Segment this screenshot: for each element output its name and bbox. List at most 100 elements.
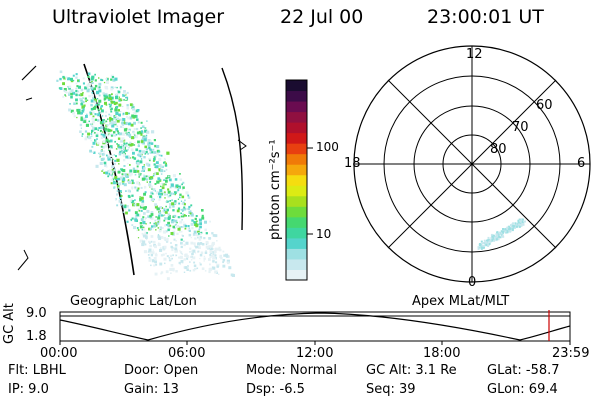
- aurora-pixel: [116, 86, 118, 89]
- aurora-pixel: [109, 97, 113, 101]
- aurora-pixel: [150, 254, 153, 257]
- aurora-pixel: [116, 182, 118, 184]
- aurora-pixel: [184, 227, 187, 230]
- polar-aurora-pixel: [488, 240, 491, 243]
- aurora-pixel: [138, 153, 141, 155]
- aurora-pixel: [84, 97, 87, 100]
- aurora-pixel: [114, 117, 116, 119]
- aurora-pixel: [123, 159, 126, 162]
- aurora-pixel: [96, 142, 100, 145]
- aurora-pixel: [131, 114, 135, 118]
- aurora-pixel: [108, 103, 111, 106]
- aurora-pixel: [137, 187, 140, 190]
- aurora-pixel: [132, 112, 135, 114]
- aurora-pixel: [129, 180, 133, 184]
- aurora-pixel: [183, 258, 186, 261]
- aurora-pixel: [140, 127, 142, 129]
- aurora-pixel: [140, 186, 143, 189]
- aurora-pixel: [107, 159, 110, 161]
- aurora-pixel: [156, 172, 159, 175]
- aurora-pixel: [118, 144, 121, 146]
- aurora-pixel: [136, 131, 140, 135]
- aurora-pixel: [212, 253, 214, 255]
- aurora-pixel: [75, 76, 78, 79]
- aurora-pixel: [84, 130, 88, 133]
- aurora-pixel: [183, 271, 186, 273]
- aurora-pixel: [127, 155, 130, 157]
- aurora-pixel: [99, 152, 102, 156]
- aurora-pixel: [172, 230, 176, 234]
- timeline-ymax: 9.0: [26, 306, 47, 321]
- lat-label-80: 80: [490, 142, 507, 157]
- aurora-pixel: [161, 186, 165, 190]
- aurora-pixel: [211, 243, 215, 247]
- aurora-pixel: [181, 202, 184, 205]
- aurora-pixel: [81, 105, 85, 109]
- colorbar-cell: [286, 143, 307, 155]
- aurora-pixel: [197, 236, 199, 239]
- aurora-pixel: [166, 208, 169, 212]
- aurora-pixel: [115, 93, 119, 97]
- aurora-pixel: [203, 257, 206, 260]
- info-filter: Flt: LBHL: [8, 363, 66, 378]
- aurora-pixel: [77, 111, 81, 115]
- aurora-pixel: [160, 169, 164, 173]
- aurora-pixel: [128, 208, 130, 210]
- polar-aurora-pixel: [496, 231, 499, 234]
- aurora-pixel: [121, 122, 125, 126]
- aurora-pixel: [119, 132, 122, 136]
- aurora-pixel: [105, 94, 108, 97]
- aurora-pixel: [73, 115, 76, 118]
- aurora-pixel: [142, 216, 145, 219]
- aurora-pixel: [162, 183, 164, 185]
- aurora-pixel: [151, 251, 155, 255]
- aurora-pixel: [131, 224, 134, 226]
- aurora-pixel: [165, 162, 167, 165]
- aurora-pixel: [172, 215, 175, 218]
- polar-aurora-pixel: [483, 244, 486, 247]
- aurora-pixel: [86, 122, 88, 124]
- polar-aurora-pixel: [477, 246, 480, 249]
- aurora-pixel: [146, 238, 148, 241]
- aurora-pixel: [173, 214, 177, 218]
- aurora-pixel: [163, 245, 167, 249]
- polar-aurora-pixel: [505, 229, 508, 232]
- aurora-pixel: [177, 216, 180, 219]
- coast-fragment: [17, 249, 29, 271]
- aurora-pixel: [113, 168, 116, 171]
- polar-aurora-pixel: [514, 223, 517, 226]
- aurora-pixel: [95, 134, 99, 138]
- aurora-pixel: [133, 132, 136, 135]
- aurora-pixel: [112, 177, 115, 180]
- aurora-pixel: [89, 149, 92, 153]
- aurora-pixel: [134, 134, 136, 136]
- aurora-pixel: [158, 229, 162, 233]
- aurora-pixel: [150, 140, 152, 143]
- aurora-pixel: [94, 132, 96, 134]
- polar-aurora-pixel: [485, 241, 488, 244]
- aurora-pixel: [110, 88, 113, 91]
- aurora-pixel: [118, 148, 122, 151]
- aurora-pixel: [112, 181, 116, 185]
- aurora-pixel: [149, 227, 152, 230]
- polar-aurora-pixel: [519, 223, 522, 226]
- aurora-pixel: [163, 208, 166, 211]
- aurora-pixel: [191, 227, 194, 230]
- aurora-pixel: [80, 88, 84, 92]
- aurora-pixel: [149, 181, 151, 183]
- aurora-pixel: [158, 168, 161, 171]
- geographic-panel-label: Geographic Lat/Lon: [70, 294, 197, 309]
- aurora-pixel: [145, 236, 148, 239]
- polar-aurora-pixel: [522, 218, 524, 221]
- aurora-pixel: [190, 241, 194, 245]
- aurora-pixel: [123, 142, 126, 145]
- aurora-pixel: [218, 273, 220, 275]
- aurora-pixel: [185, 215, 187, 217]
- aurora-pixel: [196, 267, 199, 270]
- aurora-pixel: [205, 243, 208, 246]
- aurora-pixel: [168, 257, 170, 259]
- aurora-pixel: [104, 144, 108, 148]
- aurora-pixel: [136, 189, 139, 192]
- polar-aurora-pixel: [506, 227, 509, 230]
